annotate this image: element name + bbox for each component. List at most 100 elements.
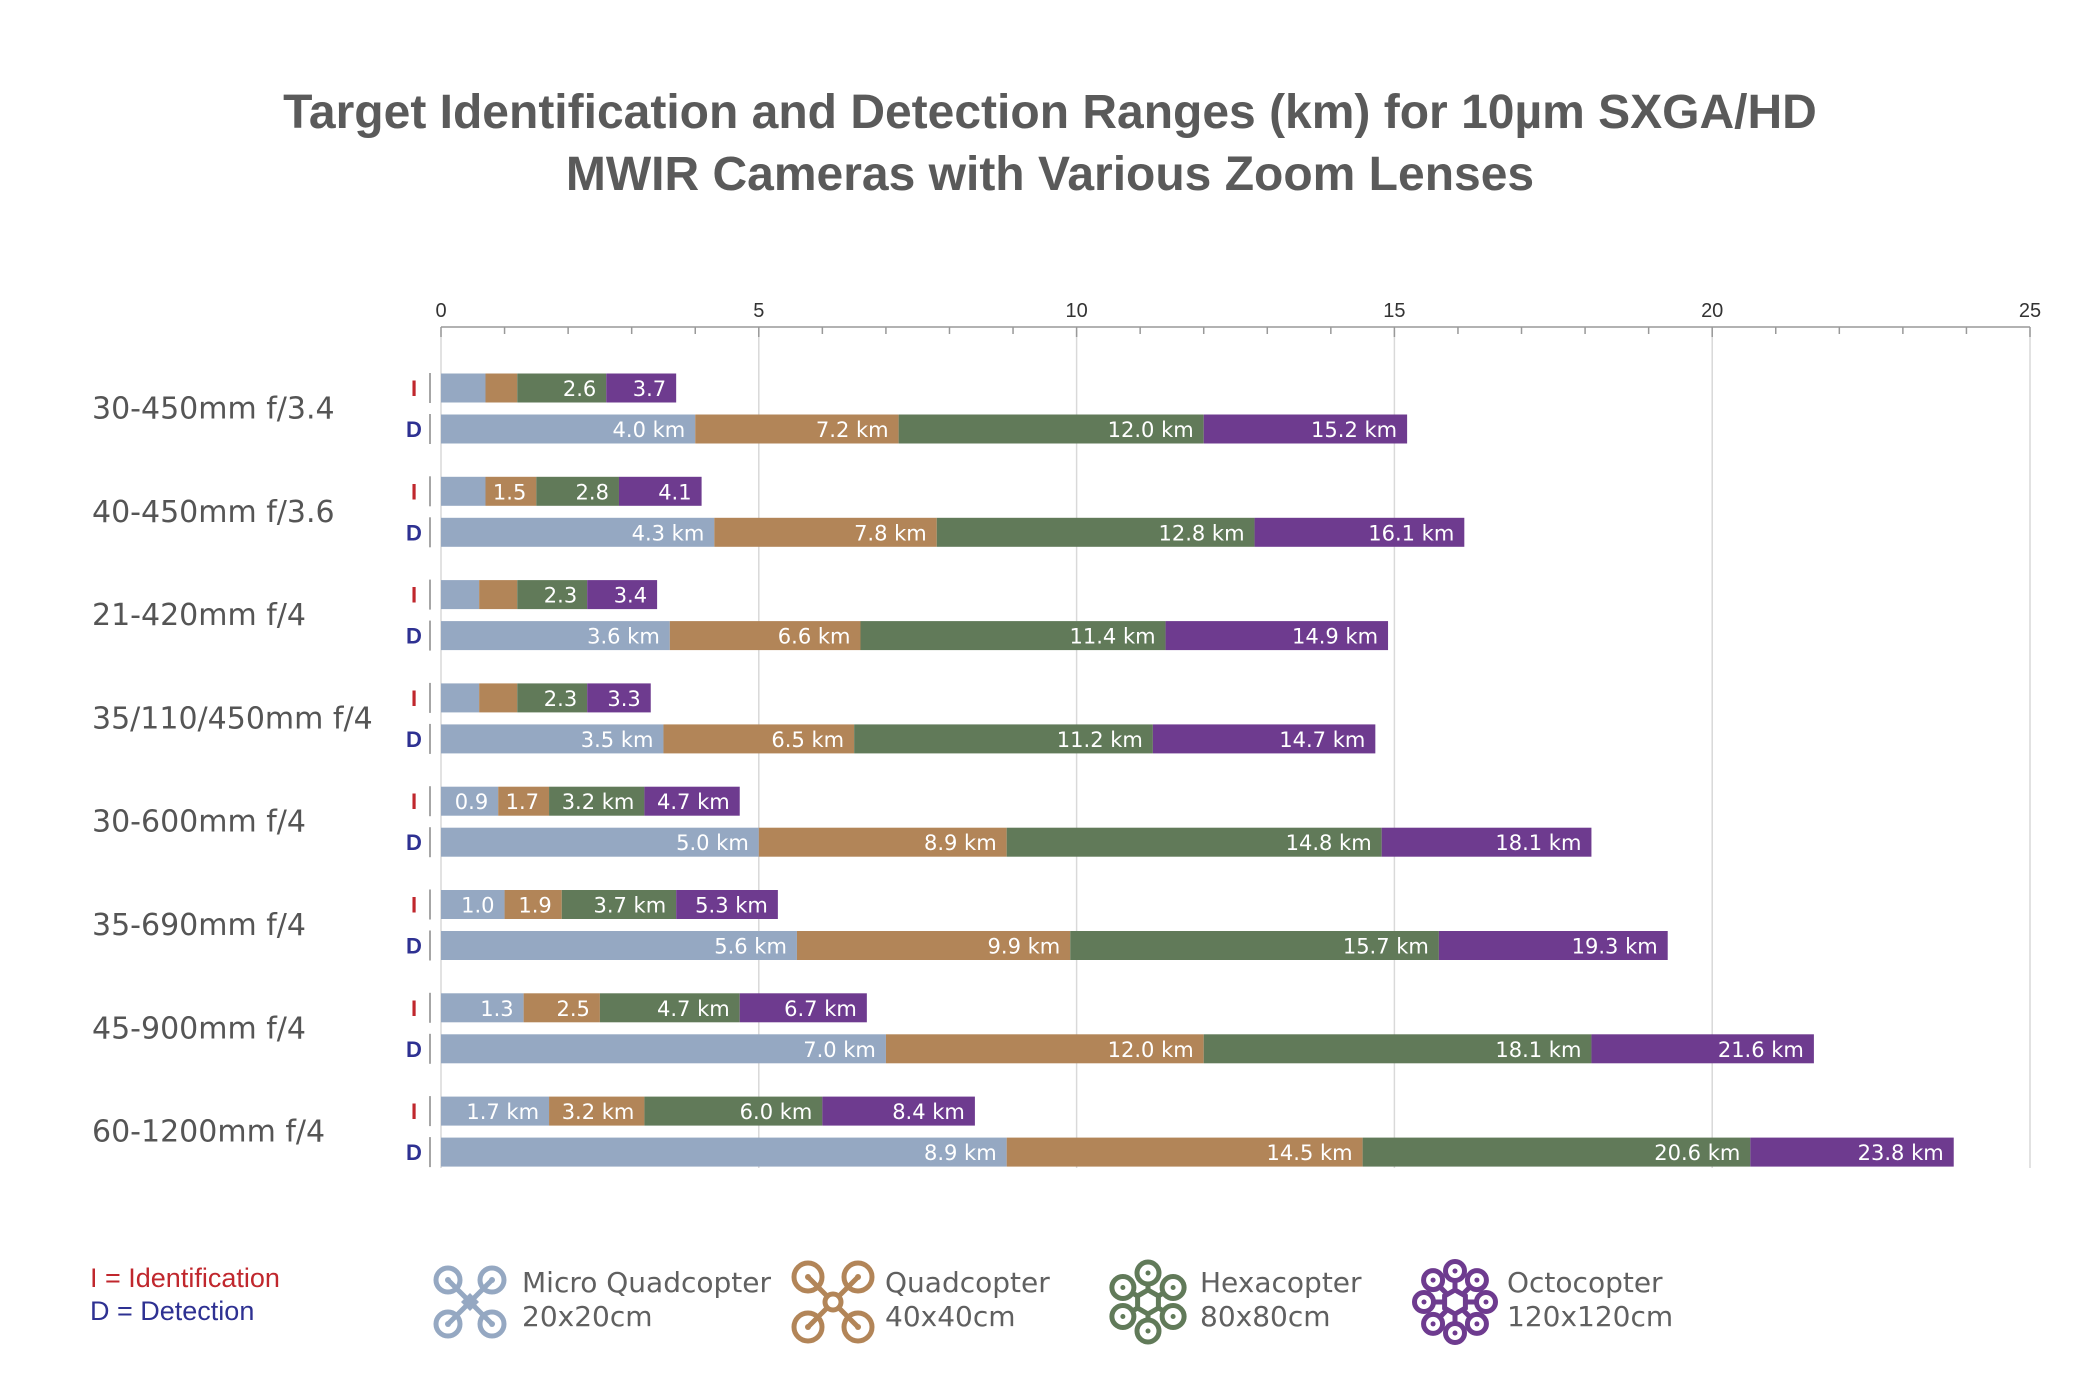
icon-part (461, 1293, 479, 1311)
legend-series-name: Octocopter (1507, 1266, 1663, 1299)
detection-bar-value-label: 4.0 km (613, 418, 686, 442)
identification-bar-value-label: 2.3 (544, 687, 577, 711)
detection-bar-value-label: 18.1 km (1495, 1038, 1581, 1062)
detection-bar-value-label: 5.0 km (676, 831, 749, 855)
icon-part (489, 1321, 495, 1327)
identification-bar-segment (561, 890, 677, 919)
detection-bar-segment (441, 1034, 886, 1064)
detection-bar-segment (1152, 724, 1376, 754)
detection-bar-segment (714, 517, 937, 547)
identification-bar-value-label: 1.3 (480, 997, 513, 1021)
identification-bar-segment (676, 890, 778, 919)
detection-bar-value-label: 14.7 km (1279, 728, 1365, 752)
lens-group: 30-450mm f/3.4 I 2.6 3.7 D 4.0 km 7.2 km 12.0 k… (92, 373, 1408, 444)
icon-part (489, 1277, 495, 1283)
identification-bar-segment (441, 786, 499, 816)
detection-row-code: D (406, 624, 422, 649)
chart-title-line-1: Target Identification and Detection Rang… (283, 86, 1817, 139)
icon-part (855, 1324, 861, 1330)
detection-bar-value-label: 7.8 km (854, 521, 927, 545)
identification-row-code: I (411, 789, 417, 814)
legend-series-size: 40x40cm (885, 1300, 1016, 1333)
detection-bar-segment (441, 414, 696, 444)
identification-bar-segment (441, 373, 486, 403)
icon-part (433, 1265, 463, 1295)
icon-part (1474, 1277, 1480, 1283)
icon-part (1135, 1287, 1161, 1317)
detection-row-code: D (406, 727, 422, 752)
detection-bar-value-label: 4.3 km (632, 521, 705, 545)
detection-bar-value-label: 18.1 km (1495, 831, 1581, 855)
detection-bar-value-label: 15.2 km (1311, 418, 1397, 442)
detection-bar-value-label: 23.8 km (1858, 1141, 1944, 1165)
lens-group: 21-420mm f/4 I 2.3 3.4 D 3.6 km 6.6 km 11.4 km 1… (92, 579, 1389, 651)
legend-series-size: 120x120cm (1507, 1300, 1673, 1333)
detection-bar-value-label: 8.9 km (924, 1141, 997, 1165)
detection-bar-segment (936, 517, 1255, 547)
identification-bar-value-label: 5.3 km (695, 894, 768, 918)
identification-bar-segment (441, 683, 480, 713)
identification-bar-segment (485, 476, 537, 506)
detection-bar-segment (1006, 1137, 1363, 1167)
detection-bar-segment (1381, 827, 1592, 857)
detection-bar-value-label: 21.6 km (1718, 1038, 1804, 1062)
identification-row-code: I (411, 479, 417, 504)
identification-row-code: I (411, 376, 417, 401)
detection-bar-value-label: 12.0 km (1108, 418, 1194, 442)
detection-bar-segment (854, 724, 1153, 754)
icon-part (805, 1274, 811, 1280)
detection-bar-segment (663, 724, 855, 754)
detection-bar-value-label: 16.1 km (1368, 521, 1454, 545)
detection-bar-value-label: 14.8 km (1286, 831, 1372, 855)
detection-bar-value-label: 12.8 km (1159, 521, 1245, 545)
icon-part (822, 1291, 844, 1313)
detection-bar-segment (441, 931, 797, 960)
identification-row-code: I (411, 686, 417, 711)
identification-bar-segment (739, 993, 867, 1023)
identification-bar-segment (549, 786, 645, 816)
lens-group: 30-600mm f/4 I 0.9 1.7 3.2 km 4.7 km D 5.0 km 8.… (92, 786, 1592, 858)
detection-row-code: D (406, 1037, 422, 1062)
icon-part (791, 1310, 825, 1344)
detection-bar-segment (1165, 621, 1389, 651)
identification-bar-segment (644, 786, 740, 816)
identification-bar-value-label: 2.6 (563, 377, 596, 401)
identification-bar-segment (441, 1096, 550, 1126)
hexacopter-icon (1109, 1259, 1187, 1345)
identification-bar-value-label: 3.7 km (593, 894, 666, 918)
identification-bar-value-label: 3.7 (633, 377, 666, 401)
detection-bar-value-label: 9.9 km (988, 935, 1061, 959)
identification-key: I = Identification (90, 1263, 280, 1293)
detection-bar-segment (1254, 517, 1465, 547)
identification-bar-value-label: 4.7 km (657, 997, 730, 1021)
detection-bar-segment (885, 1034, 1204, 1064)
lens-label: 30-600mm f/4 (92, 805, 306, 840)
identification-bar-value-label: 2.8 (576, 480, 609, 504)
icon-part (1483, 1299, 1489, 1305)
lens-group: 35-690mm f/4 I 1.0 1.9 3.7 km 5.3 km D 5.6 km 9.… (92, 889, 1668, 961)
detection-bar-value-label: 11.2 km (1057, 728, 1143, 752)
identification-bar-value-label: 4.7 km (657, 790, 730, 814)
identification-bar-value-label: 1.5 (493, 480, 526, 504)
detection-bar-segment (1362, 1137, 1751, 1167)
identification-bar-value-label: 2.3 (544, 584, 577, 608)
icon-part (1170, 1314, 1176, 1319)
detection-bar-value-label: 6.6 km (778, 625, 851, 649)
detection-bar-value-label: 14.5 km (1267, 1141, 1353, 1165)
identification-bar-value-label: 2.5 (556, 997, 589, 1021)
x-tick-label: 0 (435, 300, 446, 322)
detection-bar-segment (1203, 414, 1408, 444)
identification-bar-segment (504, 890, 562, 919)
x-tick-label: 15 (1383, 300, 1405, 322)
icon-part (477, 1265, 507, 1295)
icon-part (1145, 1270, 1151, 1276)
identification-bar-segment (498, 786, 550, 816)
icon-part (1430, 1321, 1436, 1327)
identification-bar-segment (822, 1096, 975, 1126)
icon-part (1430, 1277, 1436, 1283)
detection-key: D = Detection (90, 1296, 254, 1326)
detection-bar-value-label: 15.7 km (1343, 935, 1429, 959)
icon-part (1145, 1328, 1151, 1334)
